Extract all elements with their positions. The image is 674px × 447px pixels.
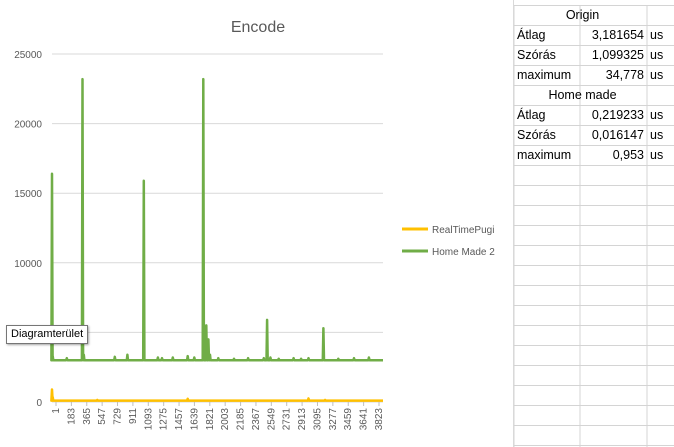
origin-std-label-cell[interactable]: Szórás xyxy=(517,48,556,62)
x-tick-label: 183 xyxy=(66,408,77,425)
x-tick-label: 2367 xyxy=(251,408,262,431)
x-tick-label: 3641 xyxy=(359,408,370,431)
x-tick-label: 365 xyxy=(82,408,93,425)
chart-gridlines xyxy=(52,53,383,403)
x-tick-label: 3823 xyxy=(374,408,385,431)
x-tick-label: 2913 xyxy=(297,408,308,431)
x-tick-label: 3459 xyxy=(343,408,354,431)
home-avg-label-cell[interactable]: Átlag xyxy=(517,108,546,122)
origin-max-unit-cell[interactable]: us xyxy=(650,68,664,82)
y-tick-label: 25000 xyxy=(14,50,42,61)
origin-avg-unit-cell[interactable]: us xyxy=(650,28,664,42)
x-tick-label: 3277 xyxy=(328,408,339,431)
x-tick-label: 1275 xyxy=(159,408,170,431)
series-line-1[interactable] xyxy=(50,388,383,402)
origin-max-value-cell[interactable]: 34,778 xyxy=(605,68,644,82)
x-tick-label: 1093 xyxy=(143,408,154,431)
y-tick-label: 20000 xyxy=(14,120,42,131)
origin-header-cell[interactable]: Origin xyxy=(565,8,600,22)
x-axis-tick-labels: 1 183 365 547 729 911 1093 1275 1457 1639 1821 2003… xyxy=(51,402,385,430)
origin-std-value-cell[interactable]: 1,099325 xyxy=(591,48,644,62)
origin-std-unit-cell[interactable]: us xyxy=(650,48,664,62)
x-tick-label: 2185 xyxy=(236,408,247,431)
chart-area-tooltip: Diagramterület xyxy=(6,325,89,344)
chart-svg: Encode 0500010000150002000025000 1183365… xyxy=(14,19,495,430)
legend-entry: RealTimePugi xyxy=(432,225,494,236)
chart-area[interactable]: Encode 0500010000150002000025000 1183365… xyxy=(0,0,514,447)
home-avg-value-cell[interactable]: 0,219233 xyxy=(591,108,644,122)
x-tick-label: 3095 xyxy=(312,408,323,431)
home-std-value-cell[interactable]: 0,016147 xyxy=(591,128,644,142)
x-tick-label: 1639 xyxy=(189,408,200,431)
x-tick-label: 2003 xyxy=(220,408,231,431)
x-tick-label: 1 xyxy=(51,408,62,414)
home-std-label-cell[interactable]: Szórás xyxy=(517,128,556,142)
x-tick-label: 1821 xyxy=(205,408,216,431)
home-avg-unit-cell[interactable]: us xyxy=(650,108,664,122)
y-tick-label: 0 xyxy=(36,398,42,409)
y-tick-label: 15000 xyxy=(14,189,42,200)
x-tick-label: 729 xyxy=(113,408,124,425)
origin-avg-value-cell[interactable]: 3,181654 xyxy=(591,28,644,42)
origin-avg-label-cell[interactable]: Átlag xyxy=(517,28,546,42)
chart-title: Encode xyxy=(231,19,285,36)
y-tick-label: 10000 xyxy=(14,259,42,270)
x-tick-label: 2731 xyxy=(282,408,293,431)
chart-legend[interactable]: RealTimePugi Home Made 2 xyxy=(402,225,495,258)
home-std-unit-cell[interactable]: us xyxy=(650,128,664,142)
origin-max-label-cell[interactable]: maximum xyxy=(517,68,572,82)
series-line-2[interactable] xyxy=(50,77,383,362)
chart-series-lines xyxy=(50,77,383,402)
x-tick-label: 547 xyxy=(97,408,108,425)
home-max-label-cell[interactable]: maximum xyxy=(517,148,572,162)
legend-entry: Home Made 2 xyxy=(432,247,495,258)
home-max-unit-cell[interactable]: us xyxy=(650,148,664,162)
home-header-cell[interactable]: Home made xyxy=(548,88,617,102)
home-max-value-cell[interactable]: 0,953 xyxy=(612,148,644,162)
x-tick-label: 2549 xyxy=(266,408,277,431)
x-tick-label: 1457 xyxy=(174,408,185,431)
x-tick-label: 911 xyxy=(128,408,139,424)
y-axis-tick-labels: 0500010000150002000025000 xyxy=(14,50,42,409)
